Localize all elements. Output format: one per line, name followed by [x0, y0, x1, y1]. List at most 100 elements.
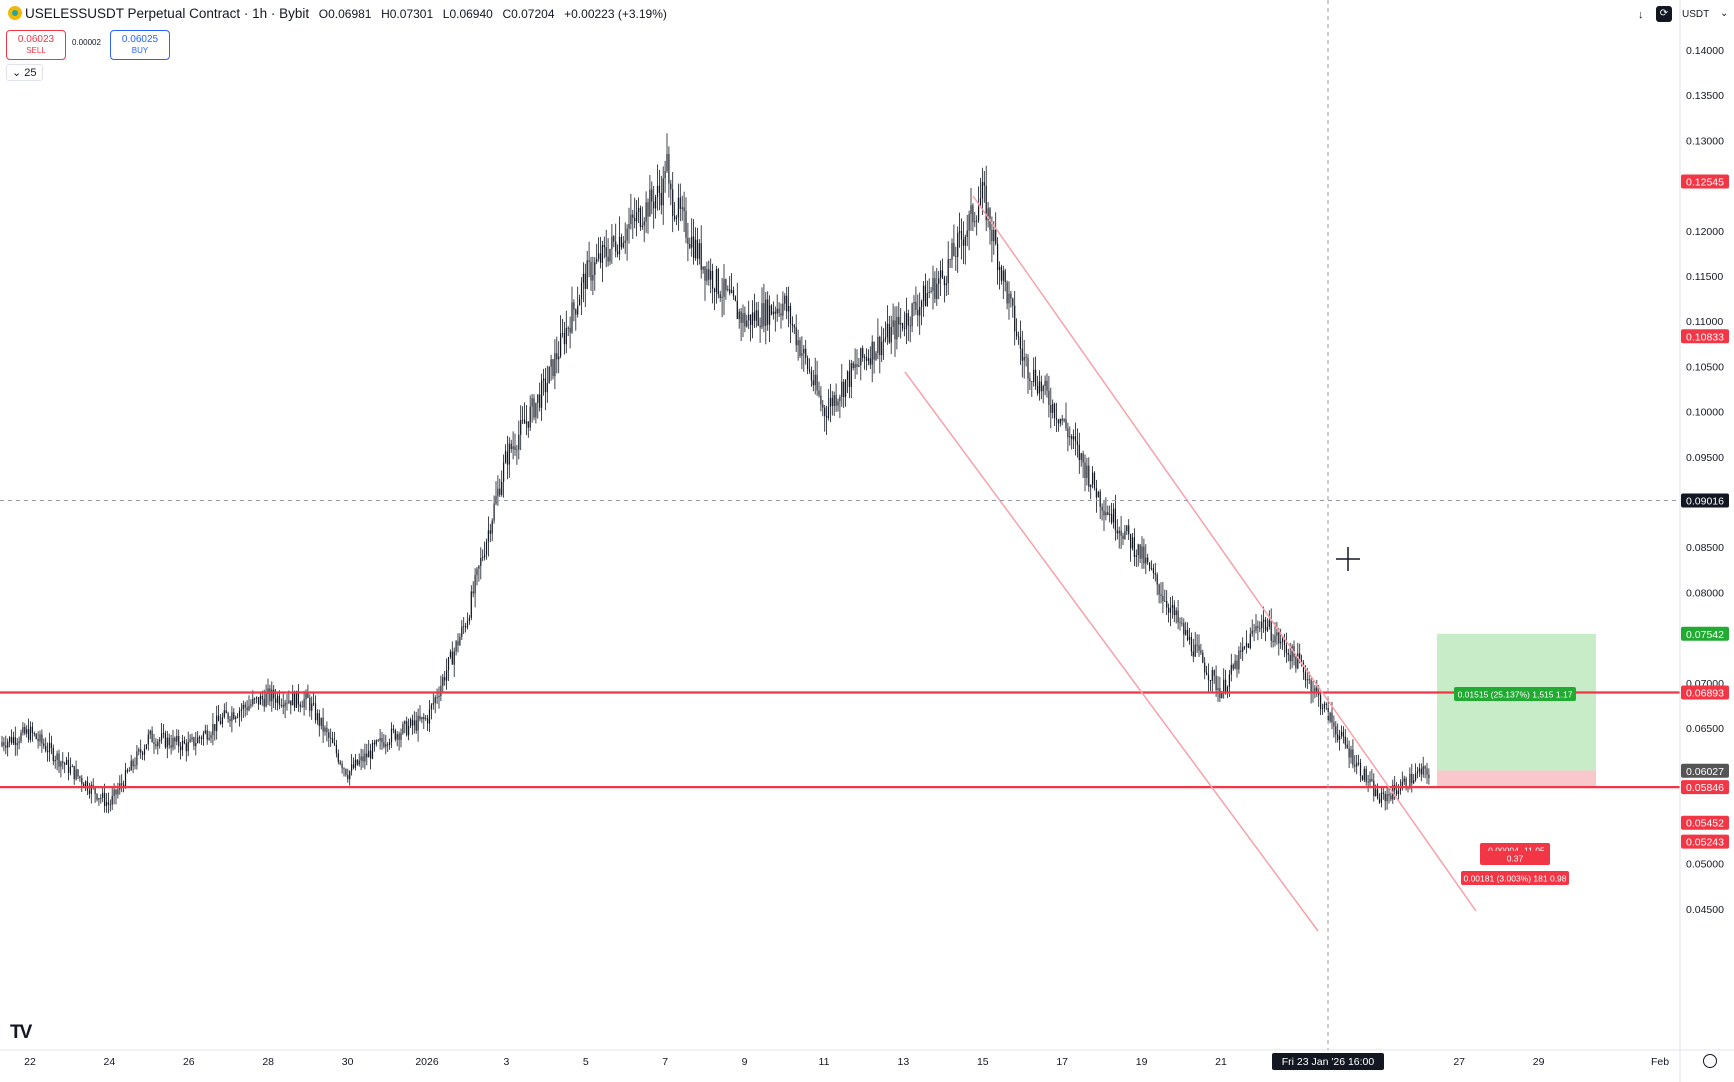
candle-body	[1424, 766, 1426, 769]
candle-body	[1101, 506, 1103, 511]
candle-body	[1135, 555, 1137, 558]
drawings[interactable]	[0, 195, 1680, 932]
candle-body	[584, 273, 586, 289]
gear-icon[interactable]	[1703, 1054, 1717, 1068]
candle-body	[580, 282, 583, 299]
candle-body	[746, 320, 748, 327]
candle-body	[900, 322, 902, 325]
candle-body	[808, 368, 811, 372]
candle-body	[240, 709, 242, 711]
candle-body	[727, 289, 729, 291]
sync-icon[interactable]: ⟳	[1656, 6, 1672, 22]
candle-body	[1078, 444, 1080, 460]
candle-body	[326, 727, 328, 733]
time-axis[interactable]: 22 24 26 28 30 2026 3 5 7 9 11 13 15 17 19 21 27 29 Feb Fri…	[0, 1049, 1734, 1070]
candle-body	[1238, 650, 1240, 670]
price-axis[interactable]: 0.14000 0.13500 0.13000 0.12000 0.11500 0.110…	[1679, 0, 1729, 1082]
candle-body	[636, 211, 638, 222]
volume-toggle[interactable]: ⌄ 25	[6, 64, 43, 81]
buy-button[interactable]: 0.06025 BUY	[110, 30, 170, 60]
candle-body	[712, 270, 714, 289]
candle-body	[569, 327, 571, 333]
candle-body	[514, 446, 516, 450]
candle-body	[318, 713, 320, 726]
candle-body	[903, 328, 906, 330]
candle-body	[607, 256, 609, 262]
candle-body	[7, 741, 9, 748]
candle-body	[841, 381, 843, 397]
candle-body	[924, 285, 926, 306]
candle-body	[778, 308, 780, 314]
candle-body	[98, 798, 100, 800]
candle-body	[428, 709, 431, 724]
candle-body	[1080, 453, 1082, 460]
candle-body	[938, 278, 940, 284]
candle-body	[276, 695, 279, 703]
candle-body	[132, 760, 134, 767]
candle-body	[244, 704, 246, 708]
candle-body	[18, 741, 20, 744]
candle-body	[1310, 679, 1312, 693]
download-icon[interactable]: ↓	[1638, 9, 1644, 21]
candle-body	[1063, 419, 1065, 421]
price-tick-label: 0.10500	[1686, 361, 1724, 373]
candle-body	[487, 530, 489, 542]
candle-body	[495, 496, 497, 504]
candle-body	[1242, 646, 1244, 652]
candle-body	[922, 285, 925, 302]
price-marker-label	[1681, 834, 1729, 849]
candle-body	[789, 305, 792, 324]
candle-body	[288, 700, 290, 703]
candle-body	[675, 217, 678, 220]
candle-body	[573, 302, 575, 310]
candle-body	[88, 790, 90, 794]
candle-body	[1082, 453, 1084, 463]
candle-body	[917, 309, 919, 316]
candle-body	[345, 769, 347, 776]
candle-body	[1076, 441, 1078, 445]
candle-body	[155, 744, 157, 747]
candle-body	[12, 737, 14, 744]
candle-body	[1204, 662, 1206, 673]
candle-body	[278, 695, 280, 705]
candle-body	[5, 745, 7, 748]
candle-body	[1337, 734, 1339, 740]
price-tick-label: 0.09500	[1686, 452, 1724, 464]
candle-body	[905, 313, 907, 329]
candle-body	[143, 748, 146, 755]
candle-body	[1245, 643, 1248, 647]
candle-body	[1428, 774, 1430, 779]
candle-body	[915, 301, 917, 310]
candle-body	[212, 724, 214, 736]
sell-button[interactable]: 0.06023 SELL	[6, 30, 66, 60]
candle-body	[461, 626, 463, 637]
candle-body	[1320, 695, 1322, 709]
tradingview-logo-icon[interactable]: TV	[10, 1022, 32, 1043]
candle-body	[615, 241, 617, 252]
candle-body	[1046, 380, 1048, 391]
currency-selector[interactable]: USDT	[1682, 9, 1710, 20]
candle-body	[1019, 336, 1021, 349]
candle-body	[860, 348, 862, 366]
candle-body	[1150, 568, 1153, 570]
symbol-title[interactable]: USELESSUSDT Perpetual Contract · 1h · By…	[25, 6, 310, 21]
candle-body	[611, 236, 613, 249]
candle-body	[409, 719, 412, 727]
candle-body	[1093, 472, 1096, 488]
position-zones[interactable]	[1437, 633, 1596, 788]
candle-body	[503, 462, 505, 482]
candle-body	[354, 759, 356, 768]
candle-body	[392, 728, 394, 730]
candle-body	[765, 299, 767, 326]
candle-body	[818, 390, 820, 396]
candle-body	[1209, 680, 1211, 682]
candle-body	[417, 715, 419, 731]
candle-body	[56, 753, 58, 760]
candle-body	[512, 446, 514, 450]
candle-body	[579, 298, 581, 306]
candle-body	[858, 365, 860, 367]
candle-body	[200, 738, 203, 740]
chevron-down-icon[interactable]: ⌄	[1720, 8, 1729, 19]
candle-body	[932, 278, 934, 291]
